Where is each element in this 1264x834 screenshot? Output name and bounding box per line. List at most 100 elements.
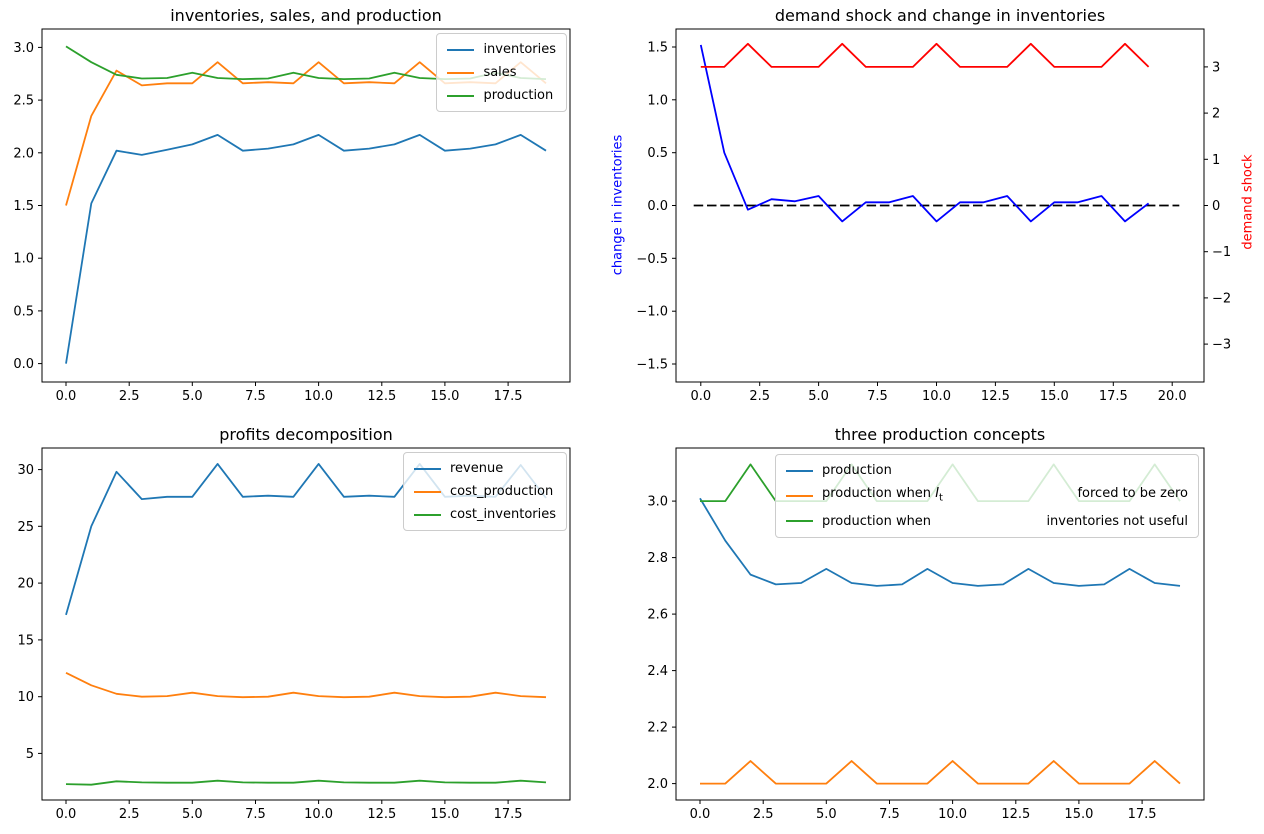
- series-line-change-in-inventories: [699, 44, 1150, 223]
- series-line-production: [699, 497, 1181, 587]
- svg-text:15.0: 15.0: [1040, 389, 1069, 404]
- legend-line-sample: [413, 513, 441, 516]
- svg-text:0.5: 0.5: [647, 146, 668, 161]
- svg-text:2.6: 2.6: [647, 608, 668, 623]
- svg-text:15.0: 15.0: [430, 807, 459, 822]
- svg-text:12.5: 12.5: [1001, 807, 1030, 822]
- axes-frame: [41, 28, 571, 383]
- legend-item-label: revenue: [449, 461, 504, 476]
- legend-item: revenue: [413, 460, 556, 477]
- svg-text:0.0: 0.0: [647, 199, 668, 214]
- svg-text:0.5: 0.5: [13, 304, 34, 319]
- svg-text:2.0: 2.0: [647, 777, 668, 792]
- svg-text:10.0: 10.0: [304, 807, 333, 822]
- subplot-title-demand-shock: demand shock and change in inventories: [774, 6, 1106, 25]
- svg-text:2.8: 2.8: [647, 551, 668, 566]
- y-axis-ticks: −1.5 −1.0 −0.5 0.0 0.5 1.0 1.5: [636, 41, 676, 373]
- legend-item: sales: [447, 64, 556, 81]
- x-axis-ticks: 0.0 2.5 5.0 7.5 10.0 12.5 15.0 17.5 20.0: [690, 382, 1187, 404]
- y-axis-ticks: 2.0 2.2 2.4 2.6 2.8 3.0: [647, 495, 676, 792]
- subplot-title-three-production-concepts: three production concepts: [834, 425, 1046, 444]
- svg-text:1.0: 1.0: [647, 93, 668, 108]
- legend-item-label: production: [483, 88, 554, 103]
- x-axis-ticks: 0.0 2.5 5.0 7.5 10.0 12.5 15.0 17.5: [690, 800, 1157, 822]
- axes-frame: [675, 447, 1205, 801]
- svg-text:−3: −3: [1212, 338, 1231, 353]
- svg-text:5.0: 5.0: [182, 389, 203, 404]
- x-axis-ticks: 0.0 2.5 5.0 7.5 10.0 12.5 15.0 17.5: [56, 800, 523, 822]
- legend-item-label: production when inventories not useful: [822, 513, 1188, 529]
- svg-text:2.5: 2.5: [753, 807, 774, 822]
- svg-text:2.0: 2.0: [13, 146, 34, 161]
- svg-text:−1.0: −1.0: [636, 305, 668, 320]
- y-axis-ticks: 0.0 0.5 1.0 1.5 2.0 2.5 3.0: [13, 41, 42, 372]
- legend-line-sample: [413, 490, 441, 493]
- subplot-title-profits-decomposition: profits decomposition: [219, 425, 393, 444]
- svg-text:7.5: 7.5: [245, 389, 266, 404]
- svg-text:3.0: 3.0: [647, 495, 668, 510]
- y-axis-ticks: 5 10 15 20 25 30: [17, 463, 42, 762]
- svg-text:1.5: 1.5: [647, 41, 668, 56]
- subplot-title-inventories-sales-production: inventories, sales, and production: [170, 6, 442, 25]
- series-line-demand-shock: [700, 42, 1150, 68]
- legend-line-sample: [447, 71, 475, 74]
- svg-text:17.5: 17.5: [494, 807, 523, 822]
- svg-text:2.5: 2.5: [119, 389, 140, 404]
- y-axis-right-ticks: 3 2 1 0 −1 −2 −3: [1204, 60, 1231, 353]
- svg-text:1.5: 1.5: [13, 199, 34, 214]
- legend-item-label: inventories: [483, 42, 556, 57]
- legend-line-sample: [786, 520, 813, 523]
- legend-item-label: production when It forced to be zero: [822, 486, 1188, 504]
- svg-text:7.5: 7.5: [245, 807, 266, 822]
- svg-text:17.5: 17.5: [1099, 389, 1128, 404]
- svg-text:0.0: 0.0: [56, 807, 77, 822]
- legend-inventories-sales-production: inventories sales production: [436, 33, 567, 112]
- svg-text:1.0: 1.0: [13, 252, 34, 267]
- svg-text:12.5: 12.5: [981, 389, 1010, 404]
- legend-item: production when inventories not useful: [786, 513, 1188, 530]
- svg-text:17.5: 17.5: [494, 389, 523, 404]
- svg-text:30: 30: [17, 463, 34, 478]
- subplot-demand-shock-change-in-inventories: 0.0 2.5 5.0 7.5 10.0 12.5 15.0 17.5 20.0−1.5−1.0…: [636, 28, 1231, 404]
- legend-item-label: production: [822, 463, 892, 478]
- series-line-production-when-i-t-forced-to-be-zero: [700, 760, 1181, 785]
- legend-item: inventories: [447, 41, 556, 58]
- svg-text:15: 15: [17, 633, 34, 648]
- legend-line-sample: [447, 48, 475, 51]
- svg-text:7.5: 7.5: [867, 389, 888, 404]
- legend-three-production-concepts: production production when It forced to be…: [775, 454, 1199, 538]
- legend-item-label: cost_production: [449, 484, 554, 499]
- series-line-cost-production: [65, 671, 547, 699]
- svg-text:5.0: 5.0: [808, 389, 829, 404]
- svg-text:0.0: 0.0: [690, 807, 711, 822]
- legend-item-label: sales: [483, 65, 517, 80]
- svg-text:15.0: 15.0: [430, 389, 459, 404]
- legend-item-label: cost_inventories: [449, 507, 556, 522]
- legend-item: production: [786, 462, 1188, 479]
- svg-text:15.0: 15.0: [1064, 807, 1093, 822]
- svg-text:25: 25: [17, 520, 34, 535]
- legend-item: production when It forced to be zero: [786, 485, 1188, 507]
- legend-line-sample: [786, 494, 813, 497]
- x-axis-ticks: 0.0 2.5 5.0 7.5 10.0 12.5 15.0 17.5: [56, 382, 523, 404]
- ylabel-change-in-inventories: change in inventories: [610, 134, 626, 276]
- svg-text:2.4: 2.4: [647, 664, 668, 679]
- axes-frame: [41, 447, 571, 801]
- svg-text:0.0: 0.0: [13, 357, 34, 372]
- svg-text:7.5: 7.5: [879, 807, 900, 822]
- svg-text:2.2: 2.2: [647, 721, 668, 736]
- svg-text:20: 20: [17, 577, 34, 592]
- svg-text:−2: −2: [1212, 291, 1231, 306]
- svg-text:2.5: 2.5: [119, 807, 140, 822]
- svg-text:5.0: 5.0: [816, 807, 837, 822]
- legend-line-sample: [447, 94, 475, 97]
- legend-item: cost_production: [413, 483, 556, 500]
- legend-item: cost_inventories: [413, 506, 556, 523]
- svg-text:2: 2: [1212, 107, 1220, 122]
- svg-text:10.0: 10.0: [922, 389, 951, 404]
- svg-text:2.5: 2.5: [749, 389, 770, 404]
- ylabel-demand-shock: demand shock: [1240, 154, 1256, 250]
- svg-text:−0.5: −0.5: [636, 252, 668, 267]
